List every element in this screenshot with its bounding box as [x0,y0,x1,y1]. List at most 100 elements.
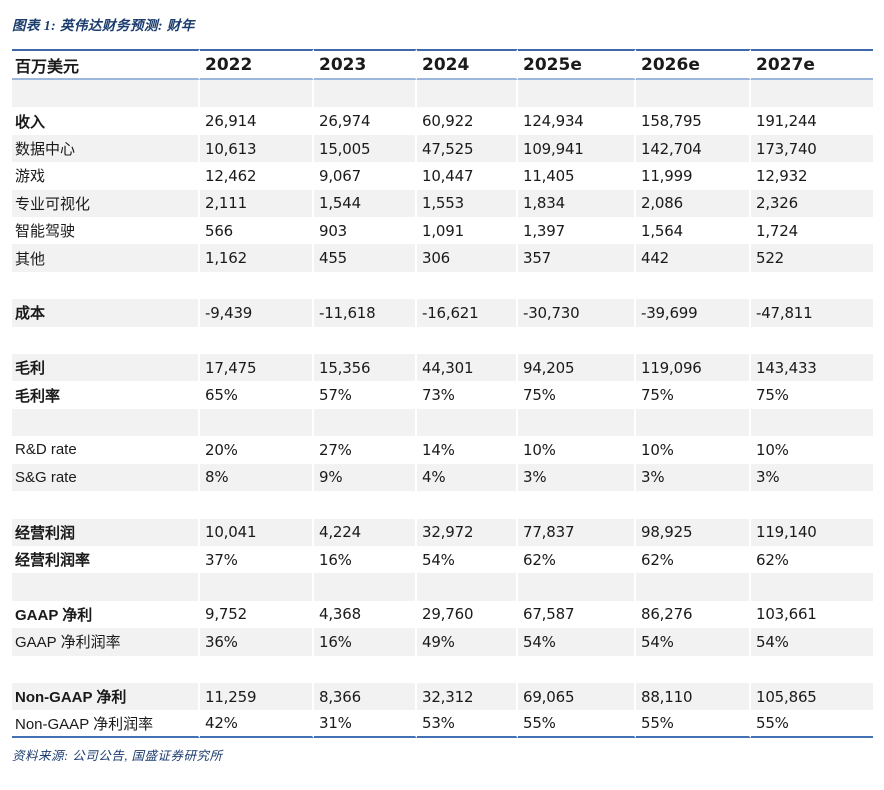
cell-value: 9,752 [200,600,314,629]
table-row: 经营利润 10,041 4,224 32,972 77,837 98,925 119,140 [12,518,873,546]
year-column-header: 2024 [417,49,518,80]
cell-value [417,271,518,300]
cell-value: 29,760 [417,600,518,629]
unit-label: 百万美元 [12,49,200,80]
cell-value [314,408,417,437]
cell-value: 119,140 [756,523,817,542]
cell-value: 17,475 [200,354,314,382]
spacer-row [12,655,873,683]
cell-value: 36% [200,628,314,656]
cell-value: 20% [200,436,314,464]
source-note: 资料来源: 公司公告, 国盛证券研究所 [12,748,223,763]
row-label: 经营利润率 [12,545,200,574]
row-label: 其他 [12,244,200,272]
cell-value [200,80,314,108]
cell-value: 26,974 [314,107,417,135]
spacer-row [12,271,873,300]
cell-value: -11,618 [314,299,417,327]
cell-value [417,491,518,519]
cell-value: 15,005 [314,134,417,163]
cell-value: 55% [518,710,636,738]
cell-value: 10% [756,440,789,459]
cell-value: 75% [518,381,636,409]
cell-value: 86,276 [636,600,751,629]
cell-value: 124,934 [518,107,636,135]
cell-value: 357 [518,244,636,272]
cell-value: -30,730 [518,299,636,327]
cell-value: 442 [636,244,751,272]
cell-value: 73% [417,381,518,409]
cell-value: 75% [756,386,789,405]
spacer-row [12,80,873,108]
cell-value: 3% [756,468,780,487]
cell-value: 119,096 [636,354,751,382]
cell-value [314,573,417,601]
cell-value: 1,564 [636,217,751,245]
cell-value [200,408,314,437]
cell-value: 8% [200,463,314,492]
cell-value [636,655,751,683]
cell-value [314,326,417,355]
row-label: 毛利 [12,354,200,382]
year-column-header: 2027e [751,49,873,80]
table-row: 成本 -9,439 -11,618 -16,621 -30,730 -39,699 -47,… [12,299,873,327]
cell-value: -47,811 [756,303,813,322]
cell-value: 10,613 [200,134,314,163]
spacer-row [12,408,873,437]
year-column-header: 2025e [518,49,636,80]
table-row: 其他 1,162 455 306 357 442 522 [12,244,873,272]
cell-value: 54% [636,628,751,656]
cell-value: 1,724 [756,221,798,240]
cell-value: 60,922 [417,107,518,135]
chart-title: 图表 1: 英伟达财务预测: 财年 [12,18,195,33]
cell-value: 1,091 [417,217,518,245]
cell-value: 12,932 [756,166,808,185]
cell-value: 55% [636,710,751,738]
cell-value [417,326,518,355]
row-label [12,573,200,601]
table-row: 毛利 17,475 15,356 44,301 94,205 119,096 143,433 [12,354,873,382]
cell-value: 9,067 [314,162,417,190]
cell-value: 14% [417,436,518,464]
cell-value: 12,462 [200,162,314,190]
cell-value [751,80,873,107]
cell-value: 1,397 [518,217,636,245]
year-column-header: 2022 [200,49,314,80]
spacer-row [12,491,873,519]
cell-value [518,326,636,355]
cell-value [751,409,873,436]
row-label: Non-GAAP 净利 [12,682,200,711]
cell-value: 143,433 [756,358,817,377]
cell-value: 1,834 [518,189,636,218]
cell-value: 9% [314,463,417,492]
cell-value: 27% [314,436,417,464]
cell-value: 11,999 [636,162,751,190]
cell-value: 2,326 [756,194,798,213]
cell-value: 49% [417,628,518,656]
row-label: GAAP 净利 [12,600,200,629]
cell-value: 11,405 [518,162,636,190]
row-label [12,326,200,355]
cell-value: 1,553 [417,189,518,218]
row-label: GAAP 净利润率 [12,628,200,656]
cell-value: 15,356 [314,354,417,382]
table-row: GAAP 净利 9,752 4,368 29,760 67,587 86,276 103,6… [12,600,873,629]
table-body: 收入 26,914 26,974 60,922 124,934 158,795 191,24… [12,80,873,738]
cell-value: 1,544 [314,189,417,218]
row-label [12,80,200,108]
cell-value [518,491,636,519]
cell-value: 455 [314,244,417,272]
cell-value: 191,244 [756,112,817,131]
cell-value: 44,301 [417,354,518,382]
cell-value [751,272,873,299]
cell-value: 8,366 [314,682,417,711]
cell-value: 16% [314,545,417,574]
cell-value: 11,259 [200,682,314,711]
cell-value: 4,224 [314,518,417,546]
table-row: GAAP 净利润率 36% 16% 49% 54% 54% 54% [12,628,873,656]
cell-value: 57% [314,381,417,409]
cell-value: 42% [200,710,314,738]
cell-value [314,271,417,300]
cell-value: 4% [417,463,518,492]
cell-value: 142,704 [636,134,751,163]
